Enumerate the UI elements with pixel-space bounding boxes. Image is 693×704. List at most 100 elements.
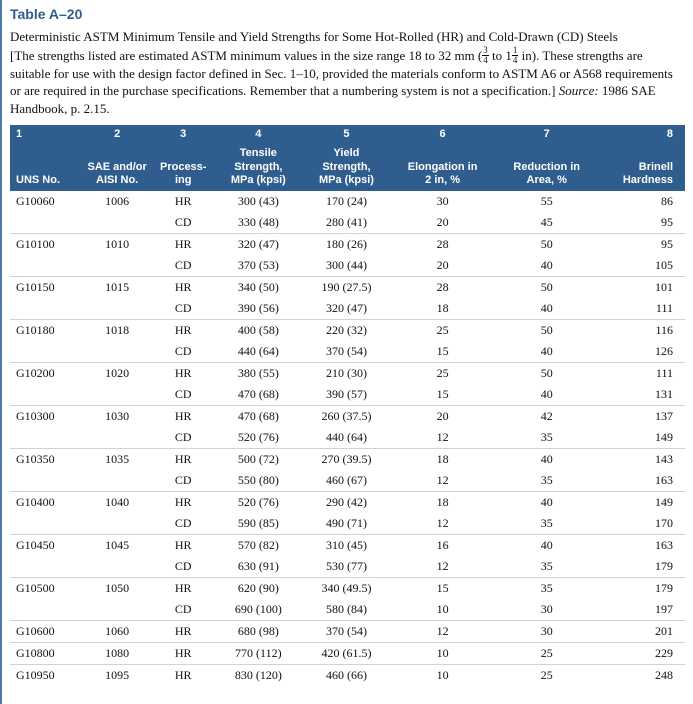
table-row: G100601006HR300 (43)170 (24)305586 — [10, 190, 685, 212]
cell-yield: 280 (41) — [302, 212, 390, 234]
cell-elong: 20 — [391, 405, 495, 427]
cell-sae — [82, 212, 152, 234]
cell-sae: 1045 — [82, 534, 152, 556]
cell-yield: 320 (47) — [302, 298, 390, 320]
cell-elong: 12 — [391, 427, 495, 449]
cell-proc: HR — [152, 664, 214, 686]
header-proc: Process-ing — [152, 144, 214, 190]
cell-proc: CD — [152, 513, 214, 535]
cell-reduct: 30 — [495, 620, 599, 642]
table-row: CD470 (68)390 (57)1540131 — [10, 384, 685, 406]
cell-reduct: 25 — [495, 642, 599, 664]
cell-elong: 30 — [391, 190, 495, 212]
cell-yield: 190 (27.5) — [302, 276, 390, 298]
desc-line-1: Deterministic ASTM Minimum Tensile and Y… — [10, 29, 618, 44]
cell-uns — [10, 341, 82, 363]
cell-yield: 300 (44) — [302, 255, 390, 277]
cell-tensile: 440 (64) — [214, 341, 302, 363]
cell-yield: 530 (77) — [302, 556, 390, 578]
cell-sae — [82, 384, 152, 406]
cell-brinell: 137 — [599, 405, 685, 427]
cell-brinell: 111 — [599, 298, 685, 320]
cell-uns: G10100 — [10, 233, 82, 255]
table-row: CD590 (85)490 (71)1235170 — [10, 513, 685, 535]
cell-uns — [10, 298, 82, 320]
table-row: G102001020HR380 (55)210 (30)2550111 — [10, 362, 685, 384]
cell-elong: 12 — [391, 556, 495, 578]
cell-tensile: 390 (56) — [214, 298, 302, 320]
cell-brinell: 229 — [599, 642, 685, 664]
cell-proc: HR — [152, 577, 214, 599]
cell-reduct: 35 — [495, 556, 599, 578]
table-row: G101501015HR340 (50)190 (27.5)2850101 — [10, 276, 685, 298]
cell-proc: CD — [152, 341, 214, 363]
cell-proc: HR — [152, 405, 214, 427]
cell-tensile: 400 (58) — [214, 319, 302, 341]
table-description: Deterministic ASTM Minimum Tensile and Y… — [10, 28, 685, 117]
cell-elong: 28 — [391, 276, 495, 298]
cell-elong: 28 — [391, 233, 495, 255]
table-row: CD550 (80)460 (67)1235163 — [10, 470, 685, 492]
cell-sae: 1020 — [82, 362, 152, 384]
desc-line-2a: [The strengths listed are estimated ASTM… — [10, 47, 482, 62]
cell-uns: G10300 — [10, 405, 82, 427]
cell-sae: 1010 — [82, 233, 152, 255]
cell-brinell: 111 — [599, 362, 685, 384]
table-row: CD690 (100)580 (84)1030197 — [10, 599, 685, 621]
cell-yield: 170 (24) — [302, 190, 390, 212]
table-row: CD390 (56)320 (47)1840111 — [10, 298, 685, 320]
cell-sae — [82, 341, 152, 363]
cell-proc: CD — [152, 470, 214, 492]
cell-tensile: 500 (72) — [214, 448, 302, 470]
cell-elong: 18 — [391, 298, 495, 320]
cell-elong: 25 — [391, 362, 495, 384]
cell-reduct: 30 — [495, 599, 599, 621]
cell-yield: 370 (54) — [302, 341, 390, 363]
cell-uns — [10, 599, 82, 621]
header-elong: Elongation in2 in, % — [391, 144, 495, 190]
cell-tensile: 830 (120) — [214, 664, 302, 686]
cell-yield: 460 (67) — [302, 470, 390, 492]
cell-reduct: 50 — [495, 362, 599, 384]
cell-tensile: 470 (68) — [214, 405, 302, 427]
cell-tensile: 630 (91) — [214, 556, 302, 578]
cell-reduct: 50 — [495, 276, 599, 298]
cell-proc: HR — [152, 319, 214, 341]
table-row: G106001060HR680 (98)370 (54)1230201 — [10, 620, 685, 642]
cell-uns — [10, 427, 82, 449]
cell-proc: HR — [152, 534, 214, 556]
cell-uns — [10, 255, 82, 277]
cell-reduct: 40 — [495, 298, 599, 320]
cell-proc: HR — [152, 491, 214, 513]
colnum-6: 6 — [391, 125, 495, 144]
cell-reduct: 55 — [495, 190, 599, 212]
cell-proc: HR — [152, 276, 214, 298]
column-number-row: 1 2 3 4 5 6 7 8 — [10, 125, 685, 144]
cell-tensile: 680 (98) — [214, 620, 302, 642]
cell-yield: 420 (61.5) — [302, 642, 390, 664]
cell-uns — [10, 556, 82, 578]
table-row: G104501045HR570 (82)310 (45)1640163 — [10, 534, 685, 556]
cell-brinell: 131 — [599, 384, 685, 406]
cell-elong: 12 — [391, 620, 495, 642]
cell-reduct: 35 — [495, 577, 599, 599]
cell-elong: 18 — [391, 448, 495, 470]
cell-yield: 260 (37.5) — [302, 405, 390, 427]
cell-tensile: 770 (112) — [214, 642, 302, 664]
desc-line-2b: to 1 — [489, 47, 512, 62]
cell-brinell: 143 — [599, 448, 685, 470]
cell-proc: HR — [152, 362, 214, 384]
cell-brinell: 95 — [599, 212, 685, 234]
cell-reduct: 40 — [495, 448, 599, 470]
cell-elong: 25 — [391, 319, 495, 341]
cell-brinell: 248 — [599, 664, 685, 686]
header-uns: UNS No. — [10, 144, 82, 190]
cell-uns: G10180 — [10, 319, 82, 341]
cell-brinell: 179 — [599, 577, 685, 599]
header-brinell: BrinellHardness — [599, 144, 685, 190]
cell-tensile: 340 (50) — [214, 276, 302, 298]
table-a20-container: Table A–20 Deterministic ASTM Minimum Te… — [0, 0, 693, 704]
cell-reduct: 45 — [495, 212, 599, 234]
cell-brinell: 201 — [599, 620, 685, 642]
colnum-8: 8 — [599, 125, 685, 144]
